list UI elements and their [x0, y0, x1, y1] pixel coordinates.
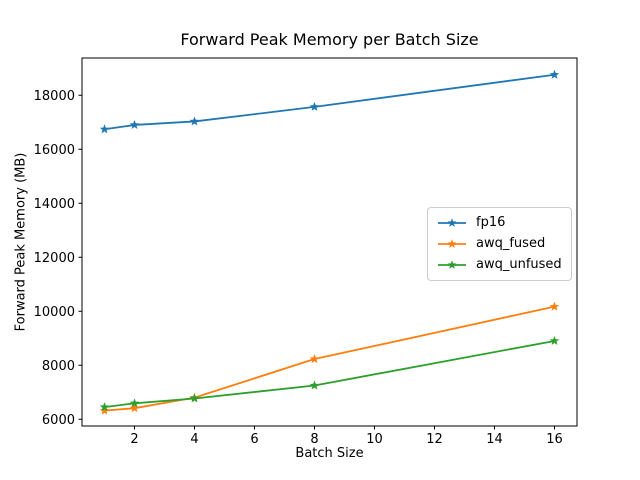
legend-line-marker-icon: [438, 260, 466, 269]
data-point-marker: [189, 393, 200, 403]
y-axis-label: Forward Peak Memory (MB): [13, 152, 29, 332]
data-point-marker: [309, 380, 320, 390]
legend-line-marker-icon: [438, 239, 466, 248]
legend-line-marker-icon: [438, 218, 466, 227]
data-point-marker: [549, 69, 560, 79]
chart-title: Forward Peak Memory per Batch Size: [180, 30, 479, 49]
data-point-marker: [99, 402, 110, 412]
x-tick-label: 10: [366, 432, 383, 447]
data-point-marker: [189, 116, 200, 126]
x-tick-label: 6: [250, 432, 258, 447]
data-point-marker: [549, 335, 560, 345]
x-tick-label: 4: [190, 432, 198, 447]
data-point-marker: [99, 124, 110, 134]
data-point-marker: [549, 301, 560, 311]
series-line-fp16: [104, 73, 555, 131]
y-tick-label: 14000: [34, 197, 75, 212]
data-point-marker: [309, 101, 320, 111]
legend: fp16 awq_fused awq_unfused: [427, 207, 572, 281]
legend-item-fp16: fp16: [436, 214, 563, 232]
legend-label: awq_unfused: [476, 257, 562, 272]
data-point-marker: [309, 354, 320, 364]
y-tick-label: 8000: [42, 359, 75, 374]
data-point-marker: [129, 119, 140, 129]
x-tick-label: 8: [310, 432, 318, 447]
legend-label: fp16: [476, 215, 506, 230]
y-tick-label: 6000: [42, 413, 75, 428]
x-tick-label: 16: [546, 432, 563, 447]
data-point-marker: [129, 403, 140, 413]
x-tick-label: 12: [426, 432, 443, 447]
x-axis-label: Batch Size: [295, 446, 364, 461]
y-tick-label: 18000: [34, 89, 75, 104]
data-point-marker: [129, 398, 140, 408]
legend-item-awq-fused: awq_fused: [436, 235, 563, 253]
series-line-awq_unfused: [104, 340, 555, 408]
y-tick-label: 16000: [34, 143, 75, 158]
legend-item-awq-unfused: awq_unfused: [436, 256, 563, 274]
x-tick-label: 14: [486, 432, 503, 447]
series-line-awq_fused: [104, 305, 555, 412]
data-point-marker: [99, 405, 110, 415]
legend-label: awq_fused: [476, 236, 546, 251]
y-tick-label: 10000: [34, 305, 75, 320]
y-tick-label: 12000: [34, 251, 75, 266]
x-tick-label: 2: [130, 432, 138, 447]
